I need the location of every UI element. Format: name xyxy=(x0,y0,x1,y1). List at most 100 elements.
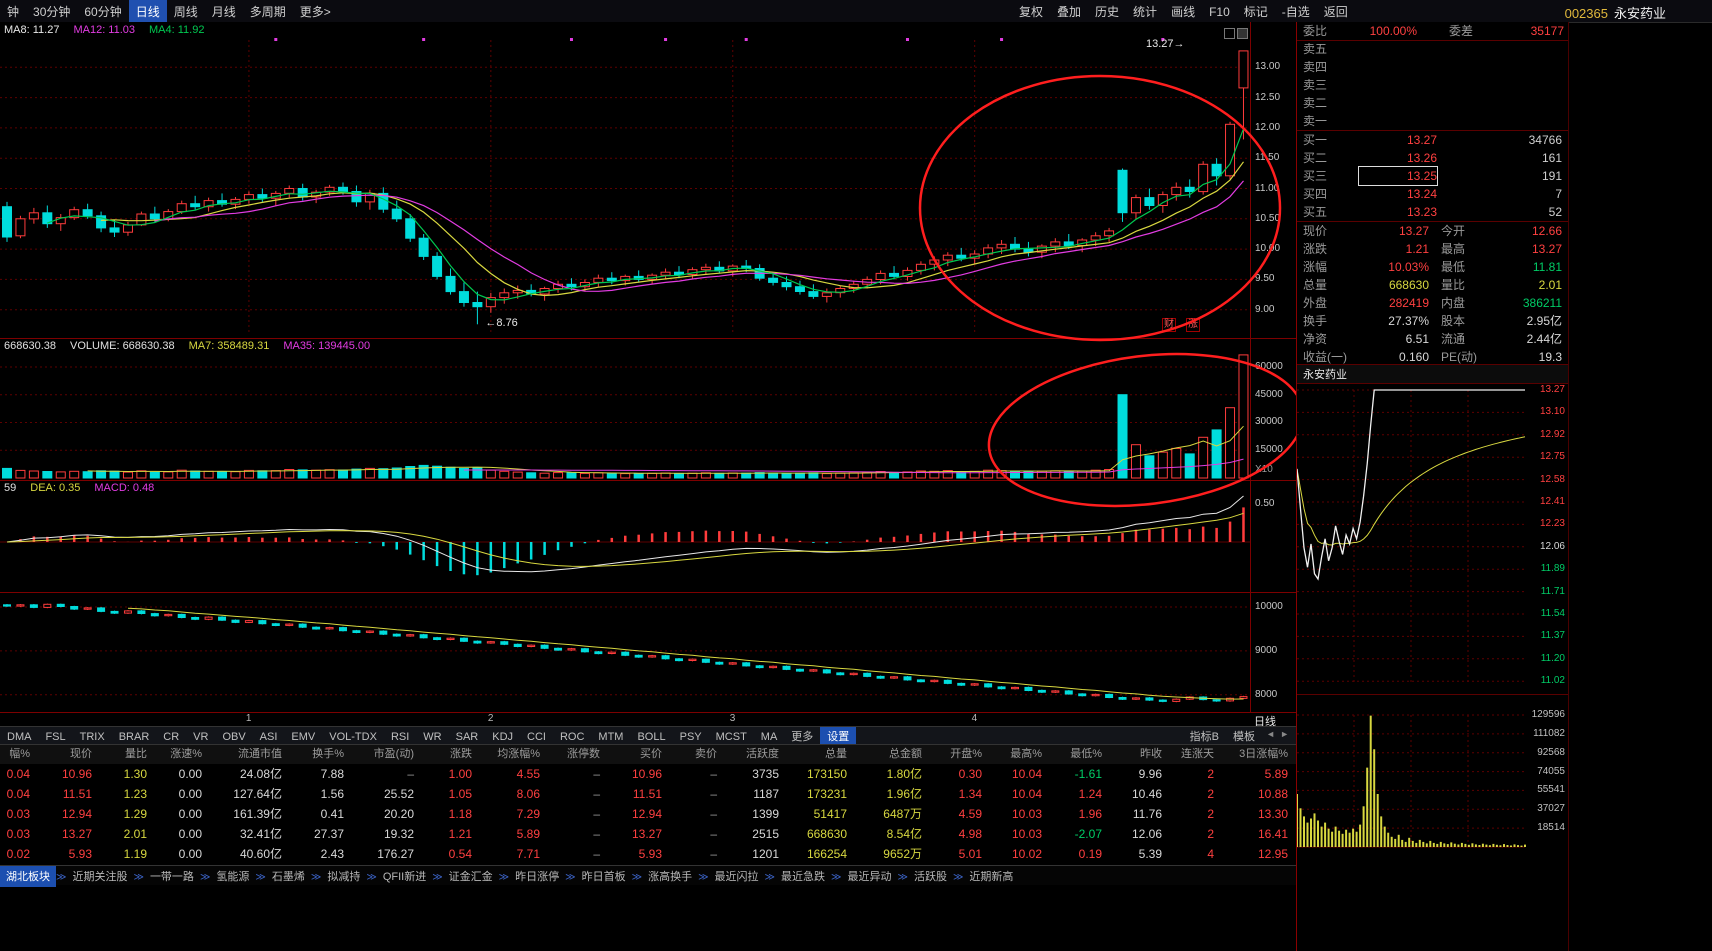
menu-tool-复权[interactable]: 复权 xyxy=(1019,5,1044,19)
indicator-tab-MA[interactable]: MA xyxy=(760,731,778,743)
sector-tab-QFII新进[interactable]: QFII新进 xyxy=(382,871,427,883)
menu-period-月线[interactable]: 月线 xyxy=(211,5,236,19)
intraday-volume-chart[interactable]: 129596 111082 92568 74055 55541 37027 18514 xyxy=(1297,694,1568,861)
ask-row[interactable]: 卖二 xyxy=(1297,94,1568,112)
col-header-流通市值[interactable]: 流通市值 xyxy=(238,748,282,760)
indicator-tab-BOLL[interactable]: BOLL xyxy=(637,731,666,743)
sector-tab-最近闪拉[interactable]: 最近闪拉 xyxy=(714,871,759,883)
ask-row[interactable]: 卖五 xyxy=(1297,40,1568,58)
col-header-总金额[interactable]: 总金额 xyxy=(889,748,922,760)
menu-period-钟[interactable]: 钟 xyxy=(7,5,20,19)
table-row[interactable]: 0.04 10.96 1.30 0.00 24.08亿 7.88 – 1.00 4.55 – 10.… xyxy=(0,764,1296,784)
indicator-tab-RSI[interactable]: RSI xyxy=(390,731,410,743)
indicator-tab-ASI[interactable]: ASI xyxy=(259,731,278,743)
col-header-连涨天[interactable]: 连涨天 xyxy=(1181,748,1214,760)
tab-scroll-left-icon[interactable]: ◄ xyxy=(1266,729,1275,739)
sector-tab-近期新高[interactable]: 近期新高 xyxy=(969,871,1014,883)
indicator-tab-WR[interactable]: WR xyxy=(423,731,442,743)
col-header-昨收[interactable]: 昨收 xyxy=(1140,748,1162,760)
bid-row[interactable]: 买四 13.24 7 xyxy=(1297,185,1568,203)
sector-tab-最近异动[interactable]: 最近异动 xyxy=(847,871,892,883)
indicator-tab-CR[interactable]: CR xyxy=(163,731,180,743)
indicator-tab-TRIX[interactable]: TRIX xyxy=(79,731,105,743)
menu-period-30分钟[interactable]: 30分钟 xyxy=(33,5,71,19)
table-row[interactable]: 0.03 12.94 1.29 0.00 161.39亿 0.41 20.20 1.18 7.2… xyxy=(0,804,1296,824)
daily-kline-chart[interactable] xyxy=(0,22,1250,338)
chart-split-icon[interactable] xyxy=(1224,28,1235,39)
menu-tool--自选[interactable]: -自选 xyxy=(1281,5,1310,19)
menu-tool-叠加[interactable]: 叠加 xyxy=(1057,5,1082,19)
indicator-tab-SAR[interactable]: SAR xyxy=(455,731,479,743)
col-header-换手%[interactable]: 换手% xyxy=(312,748,344,760)
col-header-最低%[interactable]: 最低% xyxy=(1070,748,1102,760)
indicator-tab-FSL[interactable]: FSL xyxy=(45,731,66,743)
sector-tab-昨日首板[interactable]: 昨日首板 xyxy=(581,871,626,883)
col-header-卖价[interactable]: 卖价 xyxy=(695,748,717,760)
finance-badge[interactable]: 财 xyxy=(1162,318,1176,332)
col-header-量比[interactable]: 量比 xyxy=(125,748,147,760)
ask-row[interactable]: 卖一 xyxy=(1297,112,1568,130)
indicator-tab-VR[interactable]: VR xyxy=(193,731,209,743)
bid-row[interactable]: 买三 13.25 191 xyxy=(1297,166,1568,186)
sector-tab-最近急跌[interactable]: 最近急跌 xyxy=(781,871,826,883)
secondary-kline-chart[interactable] xyxy=(0,592,1250,712)
menu-period-周线[interactable]: 周线 xyxy=(173,5,198,19)
menu-tool-画线[interactable]: 画线 xyxy=(1171,5,1196,19)
table-row[interactable]: 0.04 11.51 1.23 0.00 127.64亿 1.56 25.52 1.05 8.0… xyxy=(0,784,1296,804)
macd-panel[interactable]: 59 DEA: 0.35 MACD: 0.48 0.50 xyxy=(0,480,1296,592)
menu-period-60分钟[interactable]: 60分钟 xyxy=(84,5,122,19)
sector-tab-石墨烯[interactable]: 石墨烯 xyxy=(271,871,305,883)
col-header-市盈(动)[interactable]: 市盈(动) xyxy=(373,748,414,760)
secondary-kline-panel[interactable]: 10000 9000 8000 xyxy=(0,592,1296,712)
indicator-tab-KDJ[interactable]: KDJ xyxy=(492,731,514,743)
col-header-幅%[interactable]: 幅% xyxy=(9,748,30,760)
table-row[interactable]: 0.02 5.93 1.19 0.00 40.60亿 2.43 176.27 0.54 7.71… xyxy=(0,844,1296,864)
volume-panel[interactable]: 668630.38 VOLUME: 668630.38 MA7: 358489.31… xyxy=(0,338,1296,480)
indicator-panel-指标B[interactable]: 指标B xyxy=(1189,731,1219,743)
menu-tool-F10[interactable]: F10 xyxy=(1209,5,1230,19)
indicator-tab-PSY[interactable]: PSY xyxy=(679,731,702,743)
col-header-涨跌[interactable]: 涨跌 xyxy=(450,748,472,760)
col-header-活跃度[interactable]: 活跃度 xyxy=(746,748,779,760)
macd-chart[interactable] xyxy=(0,480,1250,592)
indicator-tab-MCST[interactable]: MCST xyxy=(715,731,747,743)
menu-tool-返回[interactable]: 返回 xyxy=(1323,5,1348,19)
col-header-总量[interactable]: 总量 xyxy=(825,748,847,760)
sector-tab-活跃股[interactable]: 活跃股 xyxy=(913,871,947,883)
sector-tab-一带一路[interactable]: 一带一路 xyxy=(149,871,194,883)
bid-row[interactable]: 买五 13.23 52 xyxy=(1297,203,1568,221)
bid-row[interactable]: 买二 13.26 161 xyxy=(1297,149,1568,167)
col-header-现价[interactable]: 现价 xyxy=(70,748,92,760)
sector-tab-氢能源[interactable]: 氢能源 xyxy=(216,871,250,883)
menu-tool-历史[interactable]: 历史 xyxy=(1095,5,1120,19)
sector-tab-昨日涨停[interactable]: 昨日涨停 xyxy=(515,871,560,883)
chart-maximize-icon[interactable] xyxy=(1237,28,1248,39)
indicator-tab-MTM[interactable]: MTM xyxy=(598,731,624,743)
col-header-最高%[interactable]: 最高% xyxy=(1010,748,1042,760)
indicator-tab-OBV[interactable]: OBV xyxy=(222,731,246,743)
volume-chart[interactable] xyxy=(0,338,1250,480)
indicator-tab-CCI[interactable]: CCI xyxy=(527,731,546,743)
indicator-tab-ROC[interactable]: ROC xyxy=(559,731,585,743)
col-header-涨速%[interactable]: 涨速% xyxy=(170,748,202,760)
col-header-涨停数[interactable]: 涨停数 xyxy=(567,748,600,760)
table-row[interactable]: 0.03 13.27 2.01 0.00 32.41亿 27.37 19.32 1.21 5.8… xyxy=(0,824,1296,844)
col-header-均涨幅%[interactable]: 均涨幅% xyxy=(497,748,540,760)
limit-up-badge[interactable]: 涨 xyxy=(1186,318,1200,332)
tab-scroll-right-icon[interactable]: ► xyxy=(1280,729,1289,739)
indicator-tab-DMA[interactable]: DMA xyxy=(7,731,32,743)
menu-period-多周期[interactable]: 多周期 xyxy=(249,5,286,19)
sector-tab-涨高换手[interactable]: 涨高换手 xyxy=(648,871,693,883)
col-header-买价[interactable]: 买价 xyxy=(640,748,662,760)
menu-tool-统计[interactable]: 统计 xyxy=(1133,5,1158,19)
indicator-tab-设置[interactable]: 设置 xyxy=(820,726,857,746)
col-header-3日涨幅%[interactable]: 3日涨幅% xyxy=(1239,748,1288,760)
indicator-tab-BRAR[interactable]: BRAR xyxy=(118,731,150,743)
ask-row[interactable]: 卖四 xyxy=(1297,58,1568,76)
daily-kline-panel[interactable]: MA8: 11.27 MA12: 11.03 MA4: 11.92 13.00 12.… xyxy=(0,22,1296,338)
menu-tool-标记[interactable]: 标记 xyxy=(1243,5,1268,19)
intraday-tab[interactable]: 永安药业 xyxy=(1297,364,1568,384)
intraday-price-chart[interactable]: 13.27 13.10 12.92 12.75 12.58 12.41 12.23 12.06… xyxy=(1297,382,1568,694)
sector-tab-证金汇金[interactable]: 证金汇金 xyxy=(448,871,493,883)
sector-tab-近期关注股[interactable]: 近期关注股 xyxy=(72,871,128,883)
